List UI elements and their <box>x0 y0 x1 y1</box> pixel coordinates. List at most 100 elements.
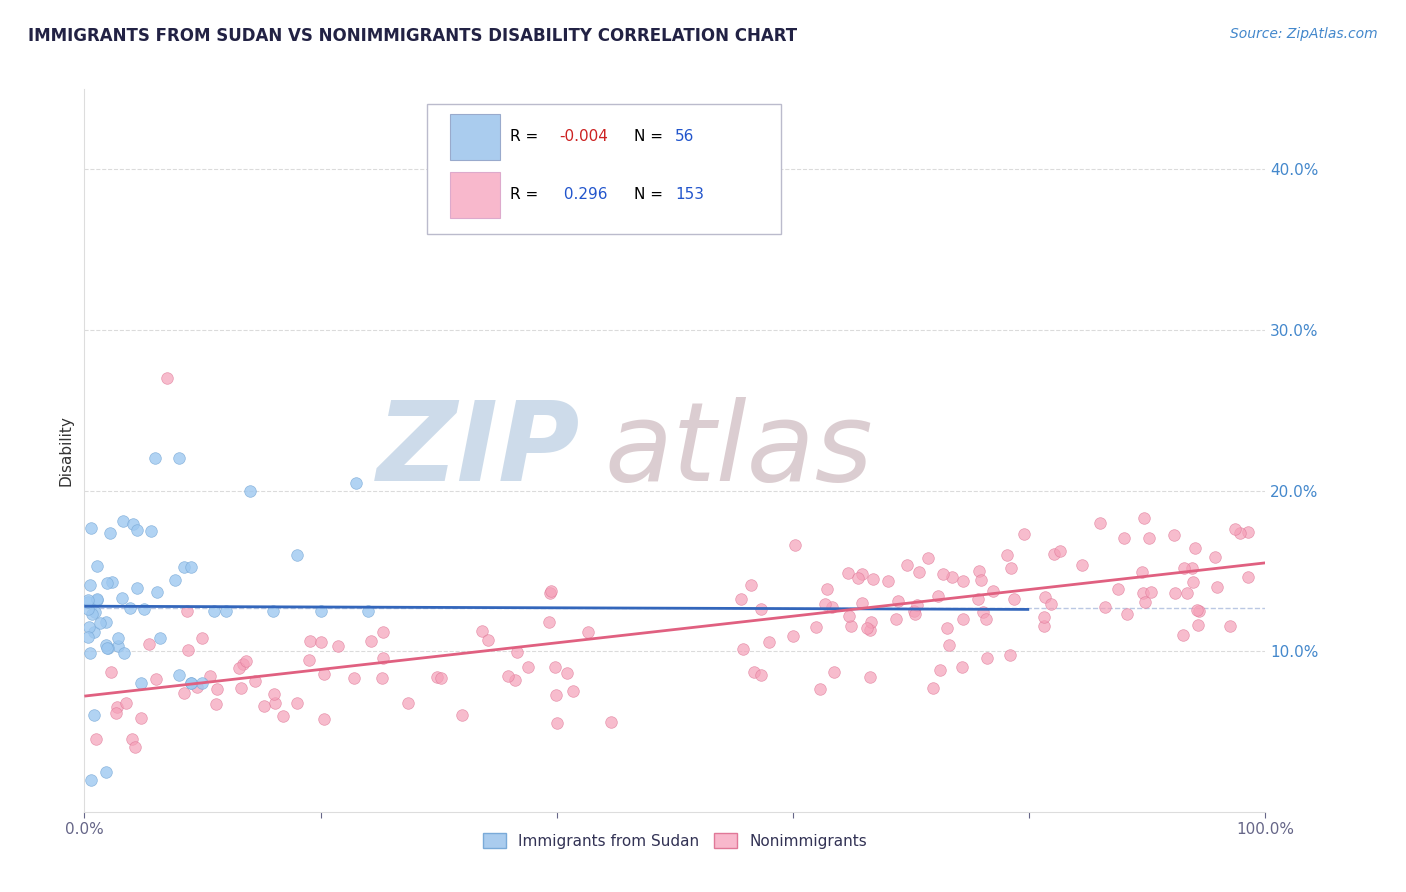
Text: 56: 56 <box>675 129 695 145</box>
Point <box>740 577 762 591</box>
Point <box>1033 619 1056 633</box>
Point <box>600 714 623 729</box>
Point <box>846 571 869 585</box>
Point <box>83 625 105 640</box>
Point <box>506 644 529 658</box>
Point <box>496 669 519 683</box>
Point <box>731 642 754 657</box>
Point <box>1042 547 1064 561</box>
Point <box>730 592 752 607</box>
Point <box>1132 586 1154 600</box>
Point <box>451 708 474 723</box>
Point <box>851 567 873 582</box>
Point <box>79 647 101 661</box>
Point <box>1188 604 1211 618</box>
Point <box>396 696 419 710</box>
Point <box>285 548 308 562</box>
Point <box>122 517 145 532</box>
Point <box>263 696 285 710</box>
Point <box>100 574 122 589</box>
Point <box>139 524 162 539</box>
Point <box>1173 628 1195 642</box>
Point <box>1185 603 1208 617</box>
Point <box>555 666 578 681</box>
Point <box>806 620 828 634</box>
Point <box>86 593 108 607</box>
Point <box>503 673 526 688</box>
Point <box>96 576 118 591</box>
FancyBboxPatch shape <box>450 114 501 160</box>
Point <box>1033 609 1056 624</box>
Point <box>243 674 266 689</box>
Point <box>121 732 143 747</box>
Point <box>309 604 332 618</box>
Point <box>124 740 146 755</box>
Point <box>173 686 195 700</box>
Point <box>100 665 122 679</box>
Point <box>851 596 873 610</box>
Point <box>862 572 884 586</box>
Point <box>145 673 167 687</box>
Point <box>859 670 882 684</box>
Point <box>904 607 927 621</box>
Point <box>815 582 838 596</box>
Point <box>970 573 993 587</box>
Point <box>477 632 499 647</box>
Point <box>927 589 949 603</box>
Point <box>856 621 879 635</box>
Point <box>163 574 186 588</box>
Point <box>89 615 111 630</box>
Point <box>167 451 190 466</box>
Point <box>821 600 844 615</box>
Point <box>96 641 118 656</box>
Point <box>1049 544 1071 558</box>
Point <box>180 676 202 690</box>
Point <box>896 558 918 572</box>
Point <box>191 632 214 646</box>
Point <box>104 706 127 721</box>
Point <box>887 594 910 608</box>
Point <box>1140 585 1163 599</box>
Point <box>1223 522 1246 536</box>
Point <box>976 651 998 665</box>
Point <box>1002 592 1025 607</box>
Point <box>749 667 772 681</box>
Point <box>998 648 1021 662</box>
Point <box>936 622 959 636</box>
Point <box>1181 561 1204 575</box>
Point <box>877 574 900 589</box>
Point <box>229 681 252 695</box>
Point <box>215 604 238 618</box>
Point <box>79 521 101 535</box>
Point <box>471 624 494 639</box>
Point <box>1137 531 1160 545</box>
Point <box>1182 574 1205 589</box>
FancyBboxPatch shape <box>427 103 782 234</box>
Point <box>1175 586 1198 600</box>
Point <box>127 582 149 596</box>
Point <box>976 612 998 626</box>
Point <box>1094 599 1116 614</box>
Point <box>107 700 129 714</box>
Point <box>808 681 831 696</box>
Point <box>744 665 766 679</box>
Point <box>84 732 107 747</box>
Y-axis label: Disability: Disability <box>59 415 75 486</box>
Legend: Immigrants from Sudan, Nonimmigrants: Immigrants from Sudan, Nonimmigrants <box>477 827 873 855</box>
Point <box>309 635 332 649</box>
Point <box>749 601 772 615</box>
Point <box>82 607 104 621</box>
Point <box>253 699 276 714</box>
Point <box>1219 618 1241 632</box>
Point <box>86 591 108 606</box>
Point <box>823 665 845 680</box>
Point <box>537 615 560 629</box>
Point <box>837 566 859 580</box>
Point <box>112 646 135 660</box>
Point <box>941 570 963 584</box>
Point <box>908 565 931 579</box>
Point <box>814 597 837 611</box>
Point <box>972 605 994 619</box>
Point <box>180 559 202 574</box>
Point <box>928 663 950 677</box>
